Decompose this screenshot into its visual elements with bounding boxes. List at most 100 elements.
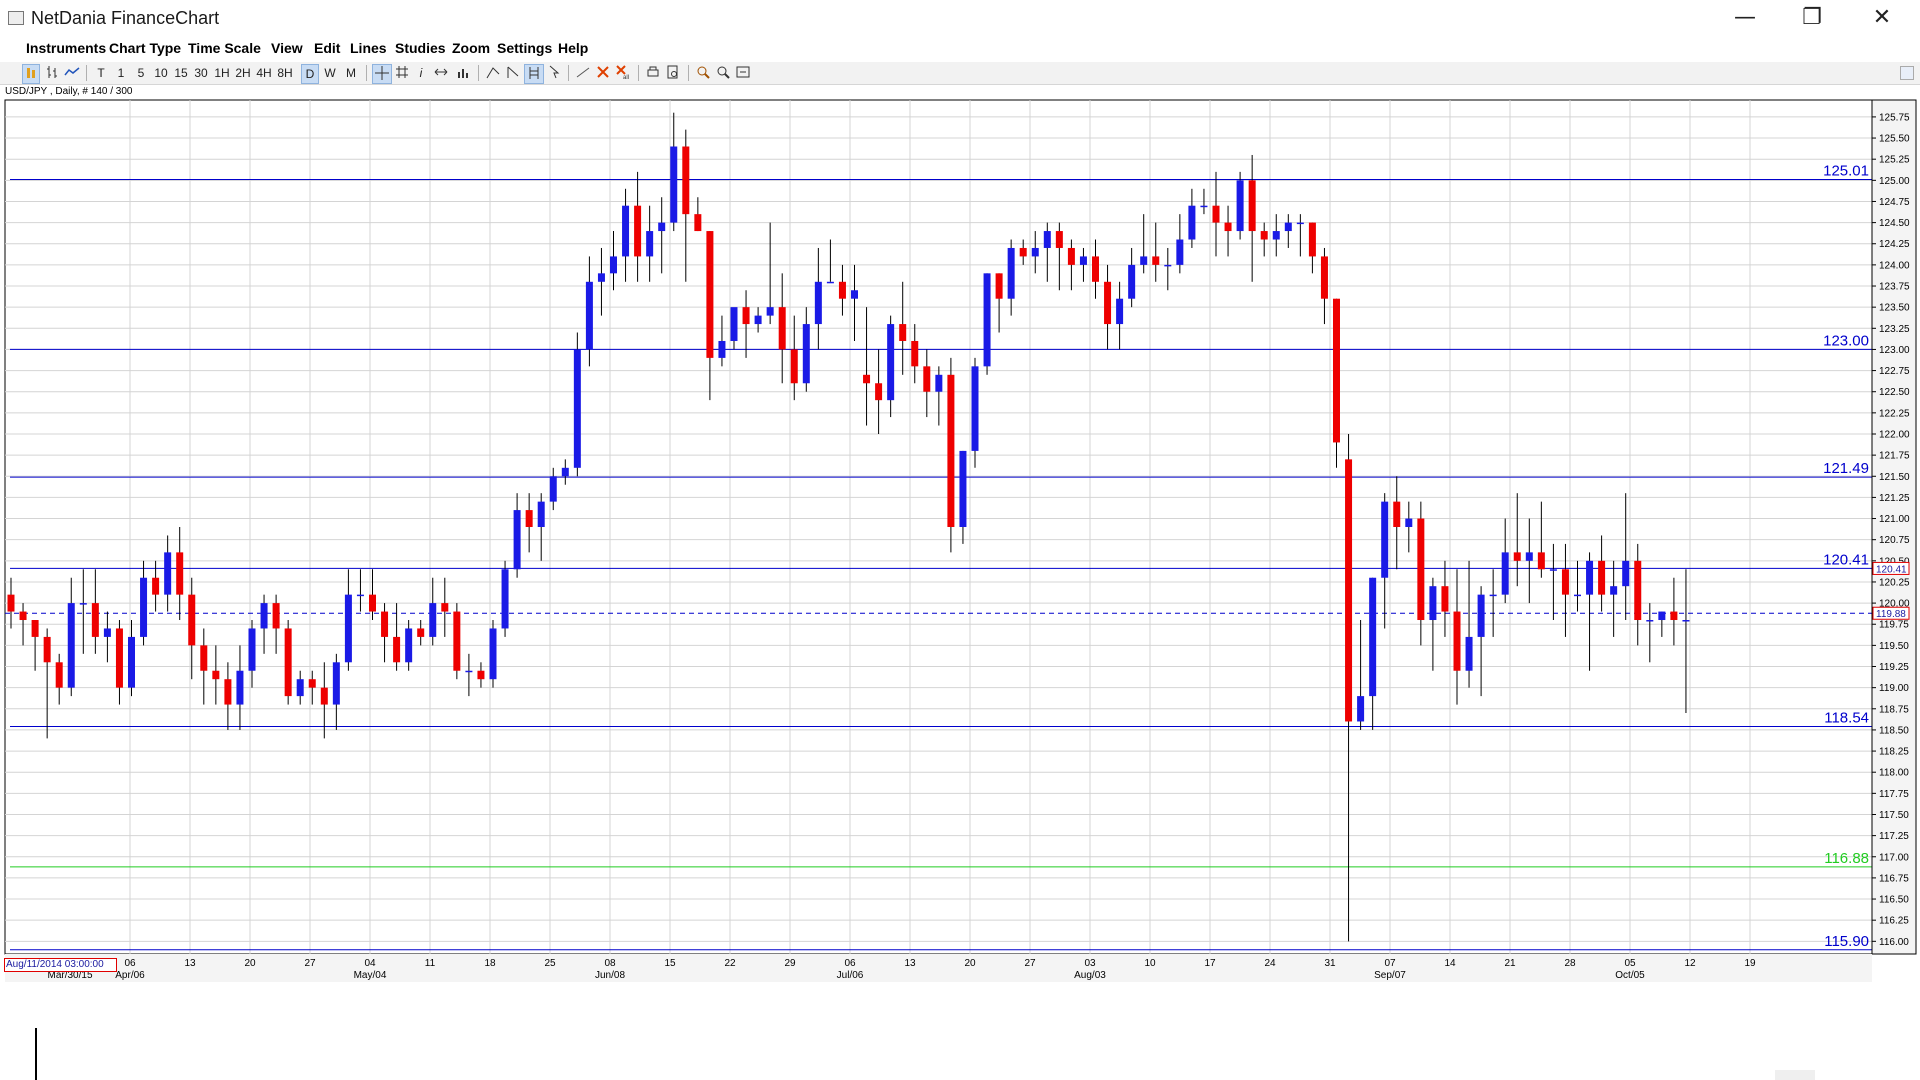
candle-body (1200, 205, 1208, 208)
y-tick-label: 121.00 (1879, 514, 1910, 525)
candle-body (417, 628, 425, 637)
candle-body (115, 628, 123, 688)
interval-8h[interactable]: 8H (277, 66, 293, 80)
interval-weekly[interactable]: W (324, 66, 336, 80)
menu-time-scale[interactable]: Time Scale (188, 40, 261, 56)
menu-instruments[interactable]: Instruments (26, 40, 107, 56)
x-major-label: May/04 (354, 970, 387, 981)
candle (1345, 433, 1353, 942)
candle (670, 112, 678, 232)
interval-5m[interactable]: 5 (137, 66, 145, 80)
trendline-icon[interactable] (484, 64, 502, 82)
candle-body (875, 383, 883, 401)
grid-icon[interactable] (394, 64, 410, 82)
y-tick-label: 123.50 (1879, 303, 1910, 314)
candle (802, 307, 810, 392)
interval-1m[interactable]: 1 (117, 66, 125, 80)
candle-body (441, 603, 449, 612)
candle-body (356, 594, 364, 597)
candle (212, 645, 220, 705)
line-chart-icon[interactable] (64, 64, 80, 82)
candle-body (1333, 298, 1340, 443)
y-tick-label: 120.25 (1879, 577, 1910, 588)
fit-chart-icon[interactable] (734, 64, 752, 82)
zoom-out-icon[interactable] (714, 64, 732, 82)
candle-body (694, 214, 702, 232)
candle-body (1164, 264, 1172, 267)
menu-view[interactable]: View (271, 40, 303, 56)
candle-body (1128, 264, 1136, 299)
interval-30m[interactable]: 30 (194, 66, 208, 80)
interval-daily[interactable]: D (301, 64, 319, 84)
scrollbar-thumb[interactable] (1775, 1070, 1815, 1080)
interval-2h[interactable]: 2H (235, 66, 251, 80)
candle (1260, 222, 1268, 257)
pan-arrows-icon[interactable] (432, 64, 450, 82)
interval-15m[interactable]: 15 (174, 66, 188, 80)
interval-10m[interactable]: 10 (154, 66, 168, 80)
candle (55, 653, 63, 705)
delete-all-icon[interactable]: all (614, 64, 632, 82)
zoom-in-icon[interactable] (694, 64, 712, 82)
candle (634, 171, 642, 282)
interval-4h[interactable]: 4H (256, 66, 272, 80)
candle-body (260, 603, 268, 629)
candle-body (682, 146, 690, 215)
minimize-button[interactable]: — (1734, 5, 1756, 30)
candle-body (1586, 560, 1594, 595)
candle (332, 653, 340, 730)
candle-body (935, 374, 943, 392)
menu-zoom[interactable]: Zoom (452, 40, 491, 56)
candle-body (188, 594, 196, 646)
candle-body (1381, 501, 1389, 578)
menu-help[interactable]: Help (558, 40, 589, 56)
candle (320, 662, 328, 739)
menu-lines[interactable]: Lines (350, 40, 387, 56)
menu-chart-type[interactable]: Chart Type (109, 40, 182, 56)
info-icon[interactable]: i (419, 66, 423, 80)
pointer-icon[interactable] (546, 64, 562, 82)
interval-monthly[interactable]: M (346, 66, 356, 80)
candle (597, 247, 605, 316)
candle (1116, 281, 1124, 350)
y-tick-label: 121.75 (1879, 451, 1910, 462)
candle-body (1345, 459, 1353, 722)
menu-edit[interactable]: Edit (314, 40, 341, 56)
print-icon[interactable] (644, 64, 662, 82)
candle (622, 188, 630, 282)
candle (1164, 247, 1172, 291)
candle (1501, 518, 1509, 604)
candle (176, 527, 184, 621)
interval-1h[interactable]: 1H (214, 66, 230, 80)
bar-chart-icon[interactable] (44, 64, 60, 82)
plot-area[interactable] (4, 99, 1873, 955)
volume-icon[interactable] (454, 64, 472, 82)
interval-tick[interactable]: T (97, 66, 105, 80)
candle-body (959, 450, 967, 527)
candle-body (344, 594, 352, 663)
candlestick-chart-icon[interactable] (22, 64, 40, 84)
price-chart[interactable]: 125.01 123.00 121.49 120.41 118.54 116.88 115.… (0, 94, 1920, 994)
y-tick-label: 116.25 (1879, 916, 1909, 927)
close-button[interactable]: ✕ (1872, 5, 1892, 30)
candle (790, 315, 798, 401)
draw-line-icon[interactable] (574, 64, 592, 82)
menu-settings[interactable]: Settings (497, 40, 553, 56)
delete-icon[interactable] (594, 64, 612, 82)
candle (935, 366, 943, 426)
channel-icon[interactable] (524, 64, 544, 84)
print-preview-icon[interactable] (664, 64, 682, 82)
x-major-label: Apr/06 (115, 970, 145, 981)
restore-button[interactable]: ❐ (1802, 5, 1822, 30)
fibonacci-icon[interactable] (504, 64, 522, 82)
crosshair-icon[interactable] (372, 64, 392, 84)
candle (128, 620, 135, 697)
candle-body (1646, 620, 1654, 622)
menu-studies[interactable]: Studies (395, 40, 446, 56)
candle-body (525, 510, 533, 527)
candle-body (489, 628, 497, 680)
panel-toggle-icon[interactable] (1900, 66, 1914, 80)
candle (236, 645, 244, 730)
candle (682, 129, 690, 282)
candle (573, 332, 581, 477)
